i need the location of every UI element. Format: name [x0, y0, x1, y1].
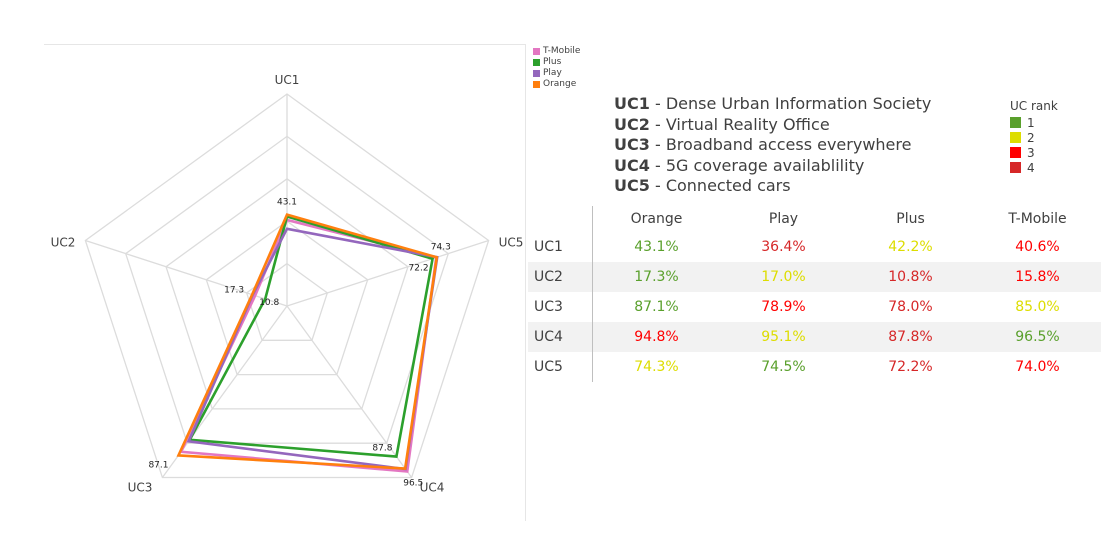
data-label: 72.2: [409, 264, 429, 274]
legend-item: T-Mobile: [533, 46, 580, 57]
radar-chart: UC1 UC5 UC4 UC3 UC2 43.1 74.3 72.2 87.8 96.5 87.1 1…: [51, 73, 524, 495]
table-cell: 17.0%: [720, 262, 847, 292]
table-cell: 40.6%: [1015, 239, 1060, 255]
table-row: UC3 87.1% 78.9% 78.0% 85.0%: [528, 292, 1101, 322]
data-label: 87.1: [148, 460, 168, 470]
legend-label: T-Mobile: [543, 46, 581, 56]
rank-swatch: [1010, 147, 1021, 158]
uc-description-item: UC4 - 5G coverage availablility: [614, 155, 865, 175]
grid-ring: [124, 135, 450, 444]
legend-item: Plus: [533, 57, 580, 68]
table-cell: 42.2%: [888, 239, 933, 255]
legend-label: Play: [543, 68, 562, 78]
table-corner: [528, 206, 593, 232]
grid-ring: [245, 262, 329, 341]
axis-label: UC3: [128, 481, 153, 495]
table-cell: 72.2%: [888, 359, 933, 375]
rank-legend-item: 3: [1010, 145, 1058, 160]
rank-legend-title: UC rank: [1010, 99, 1058, 113]
column-header: Play: [768, 211, 799, 227]
table-cell: 17.3%: [592, 262, 720, 292]
axis-label: UC4: [420, 481, 445, 495]
legend-label: Orange: [543, 79, 577, 89]
radar-chart-panel: UC1 UC5 UC4 UC3 UC2 43.1 74.3 72.2 87.8 96.5 87.1 1…: [44, 44, 526, 521]
table-cell: 96.5%: [974, 322, 1101, 352]
table-cell: 87.8%: [847, 322, 974, 352]
axis-spoke: [286, 239, 489, 307]
table-cell: 15.8%: [974, 262, 1101, 292]
column-header: Orange: [630, 211, 683, 227]
axis-spoke: [85, 239, 288, 307]
row-header: UC2: [528, 262, 593, 292]
series-line: [179, 218, 438, 473]
table-cell: 78.9%: [761, 299, 806, 315]
row-header: UC3: [528, 292, 593, 322]
table-row: UC4 94.8% 95.1% 87.8% 96.5%: [528, 322, 1101, 352]
table-cell: 78.0%: [888, 299, 933, 315]
table-cell: 36.4%: [761, 239, 806, 255]
rank-swatch: [1010, 162, 1021, 173]
table-cell: 10.8%: [847, 262, 974, 292]
uc-description-item: UC2 - Virtual Reality Office: [614, 114, 830, 134]
row-header: UC1: [528, 232, 593, 262]
axis-label: UC2: [51, 235, 76, 249]
series-line: [186, 227, 439, 471]
rank-swatch: [1010, 117, 1021, 128]
axis-spoke: [286, 305, 413, 478]
legend-swatch: [533, 70, 540, 77]
column-header: Plus: [896, 211, 925, 227]
legend-swatch: [533, 59, 540, 66]
rank-legend-item: 4: [1010, 160, 1058, 175]
rank-legend-item: 2: [1010, 130, 1058, 145]
axis-label: UC5: [499, 235, 524, 249]
grid-ring: [205, 220, 369, 376]
table-row: UC1 43.1% 36.4% 42.2% 40.6%: [528, 232, 1101, 262]
data-label: 17.3: [224, 286, 244, 296]
row-header: UC4: [528, 322, 593, 352]
series-line: [176, 213, 439, 470]
data-label: 87.8: [372, 444, 392, 454]
uc-description-list: UC1 - Dense Urban Information Society UC…: [614, 94, 931, 197]
table-header-row: Orange Play Plus T-Mobile: [528, 206, 1101, 232]
rank-legend-item: 1: [1010, 115, 1058, 130]
table-cell: 85.0%: [1015, 299, 1060, 315]
rank-legend: UC rank 1 2 3 4: [1010, 99, 1058, 175]
legend-item: Orange: [533, 79, 580, 90]
table-row: UC2 17.3% 17.0% 10.8% 15.8%: [528, 262, 1101, 292]
uc-description-item: UC5 - Connected cars: [614, 176, 791, 195]
series-line: [187, 214, 435, 458]
legend-label: Plus: [543, 57, 562, 67]
grid-ring: [84, 93, 490, 479]
table-row: UC5 74.3% 74.5% 72.2% 74.0%: [528, 352, 1101, 382]
data-label: 43.1: [277, 198, 297, 208]
table-cell: 87.1%: [634, 299, 679, 315]
data-label: 96.5: [403, 479, 423, 489]
table-cell: 43.1%: [634, 239, 679, 255]
axis-label: UC1: [275, 73, 300, 87]
uc-description-item: UC1 - Dense Urban Information Society: [614, 94, 932, 113]
legend-item: Play: [533, 68, 580, 79]
table-cell: 95.1%: [720, 322, 847, 352]
uc-description-item: UC3 - Broadband access everywhere: [614, 135, 912, 154]
results-table: Orange Play Plus T-Mobile UC1 43.1% 36.4% 4…: [528, 206, 1102, 382]
grid-ring: [165, 177, 409, 410]
data-label: 10.8: [259, 298, 279, 308]
legend-swatch: [533, 81, 540, 88]
table-cell: 94.8%: [592, 322, 720, 352]
data-label: 74.3: [431, 242, 451, 252]
rank-swatch: [1010, 132, 1021, 143]
table-cell: 74.5%: [761, 359, 806, 375]
row-header: UC5: [528, 352, 593, 382]
legend-swatch: [533, 48, 540, 55]
table-cell: 74.0%: [1015, 359, 1060, 375]
table-cell: 74.3%: [634, 359, 679, 375]
column-header: T-Mobile: [1008, 211, 1067, 227]
series-legend: T-Mobile Plus Play Orange: [533, 46, 580, 90]
